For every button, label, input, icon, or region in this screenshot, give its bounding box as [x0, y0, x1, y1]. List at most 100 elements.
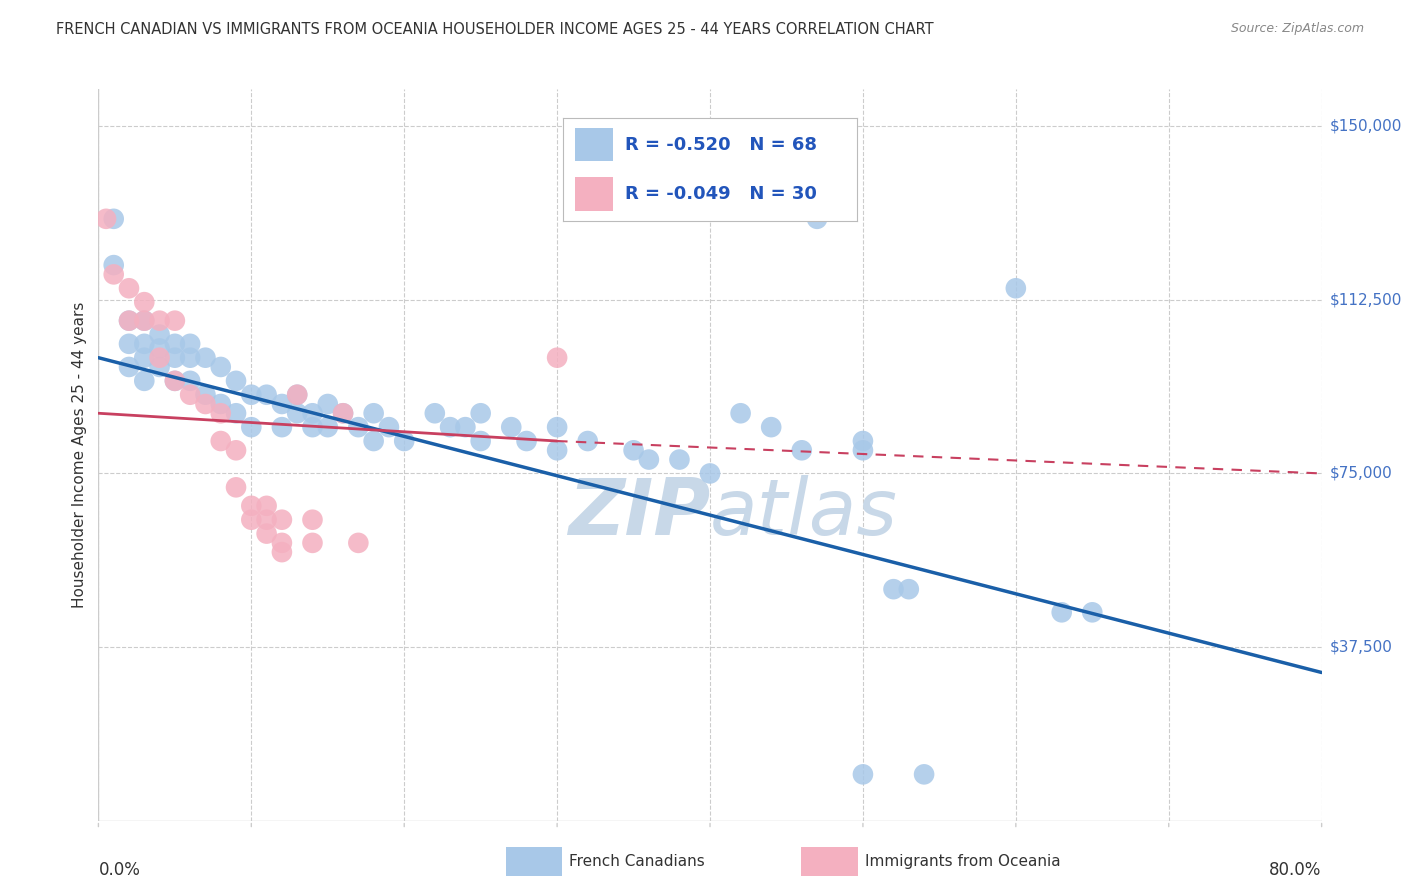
Point [285, 388, 308, 402]
Point [118, 313, 141, 327]
Point [256, 388, 278, 402]
Point [149, 359, 172, 374]
Point [179, 351, 201, 365]
Point [637, 452, 661, 467]
Point [912, 767, 935, 781]
Point [163, 374, 186, 388]
Text: Source: ZipAtlas.com: Source: ZipAtlas.com [1230, 22, 1364, 36]
Point [454, 420, 477, 434]
Point [134, 313, 156, 327]
Text: $112,500: $112,500 [1330, 293, 1402, 308]
Point [194, 351, 217, 365]
Point [470, 434, 492, 448]
Point [759, 420, 782, 434]
Point [240, 420, 263, 434]
Point [256, 513, 278, 527]
Point [668, 452, 690, 467]
Point [332, 406, 354, 420]
Point [1081, 605, 1104, 619]
Point [149, 351, 172, 365]
Point [897, 582, 920, 597]
Text: $75,000: $75,000 [1330, 466, 1393, 481]
Point [240, 513, 263, 527]
Point [163, 374, 186, 388]
Point [546, 443, 568, 458]
Point [730, 406, 752, 420]
Point [1004, 281, 1026, 295]
Text: Immigrants from Oceania: Immigrants from Oceania [865, 855, 1060, 869]
Point [179, 388, 201, 402]
Point [270, 420, 292, 434]
Point [347, 420, 370, 434]
Point [194, 397, 217, 411]
Point [392, 434, 416, 448]
Text: 80.0%: 80.0% [1270, 861, 1322, 879]
Point [301, 406, 323, 420]
Point [103, 211, 125, 226]
Point [103, 258, 125, 272]
Text: R = -0.049   N = 30: R = -0.049 N = 30 [624, 185, 817, 202]
Point [149, 342, 172, 356]
Point [103, 268, 125, 282]
Point [179, 336, 201, 351]
Point [316, 397, 339, 411]
Point [163, 336, 186, 351]
Point [501, 420, 523, 434]
Point [363, 406, 385, 420]
Point [852, 443, 875, 458]
Point [852, 767, 875, 781]
Text: FRENCH CANADIAN VS IMMIGRANTS FROM OCEANIA HOUSEHOLDER INCOME AGES 25 - 44 YEARS: FRENCH CANADIAN VS IMMIGRANTS FROM OCEAN… [56, 22, 934, 37]
Point [699, 467, 721, 481]
Bar [575, 128, 613, 161]
Point [134, 313, 156, 327]
Point [94, 211, 117, 226]
Point [134, 374, 156, 388]
Point [347, 536, 370, 550]
Point [439, 420, 461, 434]
Point [194, 388, 217, 402]
Point [301, 420, 323, 434]
Text: ZIP: ZIP [568, 475, 710, 551]
Point [149, 313, 172, 327]
Point [134, 336, 156, 351]
Point [332, 406, 354, 420]
Point [423, 406, 446, 420]
Point [546, 351, 568, 365]
Text: 0.0%: 0.0% [98, 861, 141, 879]
Point [301, 536, 323, 550]
Y-axis label: Householder Income Ages 25 - 44 years: Householder Income Ages 25 - 44 years [72, 301, 87, 608]
Point [790, 443, 813, 458]
Bar [575, 177, 613, 211]
Point [852, 434, 875, 448]
Point [225, 480, 247, 494]
Text: $37,500: $37,500 [1330, 640, 1393, 655]
Point [270, 545, 292, 559]
Point [225, 406, 247, 420]
Point [118, 281, 141, 295]
Point [1050, 605, 1073, 619]
Point [301, 513, 323, 527]
Point [118, 359, 141, 374]
Point [134, 351, 156, 365]
Point [256, 499, 278, 513]
Point [179, 374, 201, 388]
Text: $150,000: $150,000 [1330, 119, 1402, 134]
Point [225, 443, 247, 458]
Point [209, 406, 232, 420]
Point [240, 499, 263, 513]
Point [516, 434, 538, 448]
Point [118, 313, 141, 327]
Point [470, 406, 492, 420]
Point [270, 513, 292, 527]
Text: R = -0.520   N = 68: R = -0.520 N = 68 [624, 136, 817, 153]
Point [240, 388, 263, 402]
Point [209, 359, 232, 374]
Point [209, 397, 232, 411]
Point [163, 313, 186, 327]
Point [270, 397, 292, 411]
Point [285, 388, 308, 402]
Point [378, 420, 401, 434]
Point [285, 406, 308, 420]
Point [256, 526, 278, 541]
Point [576, 434, 599, 448]
